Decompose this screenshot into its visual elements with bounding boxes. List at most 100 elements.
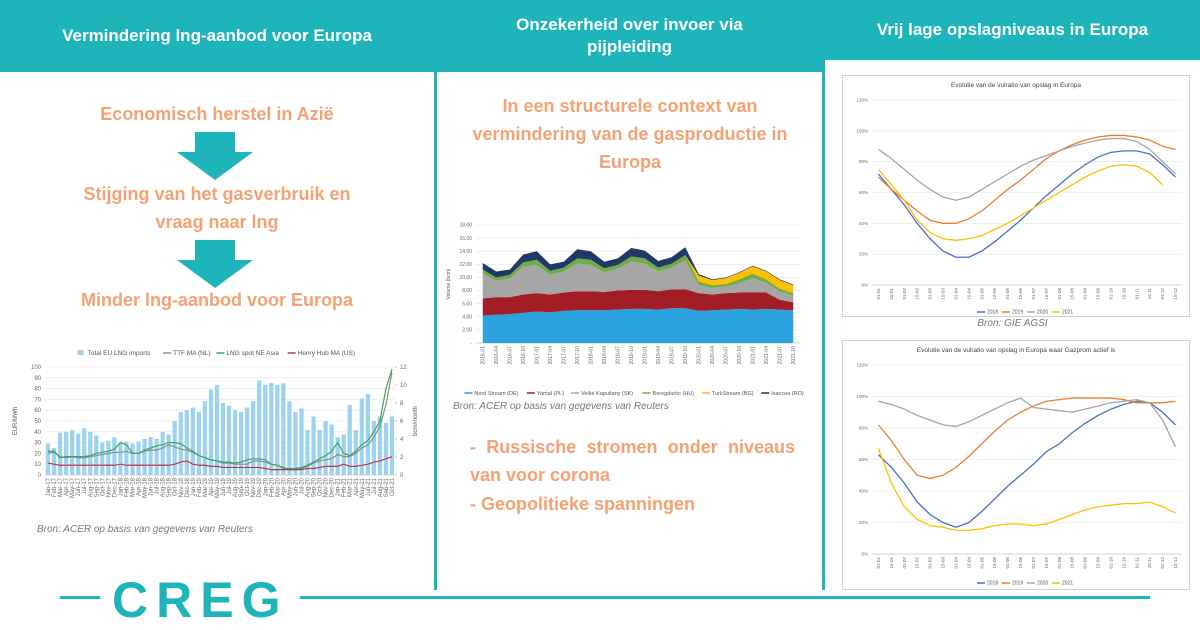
y-tick-label: 2.00 <box>462 328 472 334</box>
y-tick-label: 70 <box>34 397 41 403</box>
x-tick-label: Sep-17 <box>94 477 100 497</box>
x-tick-label: 01-04 <box>953 288 958 300</box>
x-tick-label: 15-07 <box>1044 288 1049 300</box>
x-tick-label: 15-04 <box>966 557 971 569</box>
x-tick-label: 15-01 <box>889 288 894 300</box>
bar <box>226 405 232 475</box>
x-tick-label: Oct-20 <box>318 477 324 496</box>
x-tick-label: 01-05 <box>979 557 984 569</box>
bar <box>76 433 81 475</box>
x-tick-label: 2021-07 <box>777 346 783 365</box>
flow-step: Stijging van het gasverbruik en vraag na… <box>83 184 351 232</box>
y-tick-label: 18.00 <box>459 223 472 229</box>
chart: Evolutie van de vulratio van opslag in E… <box>842 75 1190 317</box>
x-tick-label: 01-01 <box>876 288 881 300</box>
x-tick-label: 2018-10 <box>629 346 635 365</box>
legend-label: 2018 <box>987 310 998 316</box>
x-tick-label: Aug-21 <box>378 477 384 497</box>
bar <box>106 440 111 475</box>
x-tick-label: 15-03 <box>941 288 946 300</box>
series-line <box>48 368 393 470</box>
y-tick-label: 80% <box>859 159 868 164</box>
legend-label: Henry Hub MA (US) <box>298 350 355 357</box>
x-tick-label: Nov-17 <box>106 477 112 497</box>
series-line <box>877 164 1164 241</box>
x-tick-label: 15-06 <box>1018 288 1023 300</box>
x-tick-label: Mar-18 <box>131 477 137 497</box>
bullet: - Geopolitieke spanningen <box>470 494 696 514</box>
bar <box>214 385 220 475</box>
source: Bron: GIE AGSI <box>977 318 1048 329</box>
x-tick-label: 01-02 <box>902 288 907 300</box>
x-tick-label: 2017-04 <box>548 346 554 365</box>
x-tick-label: Jan-18 <box>118 477 124 496</box>
x-tick-label: 01-11 <box>1134 288 1139 300</box>
y-tick-label: 20 <box>34 451 41 457</box>
x-tick-label: 15-03 <box>941 557 946 569</box>
x-tick-label: Aug-19 <box>233 477 239 497</box>
series-line <box>877 448 1176 532</box>
x-tick-label: Sep-18 <box>167 477 173 497</box>
y-tick-label: 8.00 <box>462 288 472 294</box>
bar <box>299 408 304 475</box>
x-tick-label: 2019-01 <box>642 346 648 365</box>
bar <box>239 412 244 475</box>
y-tick-label: 0 <box>38 473 42 479</box>
x-tick-label: 01-04 <box>953 557 958 569</box>
x-tick-label: Jul-21 <box>372 477 378 494</box>
x-tick-label: Jul-20 <box>299 477 305 494</box>
bar <box>202 401 208 475</box>
x-tick-label: 2020-07 <box>723 346 729 365</box>
x-tick-label: 15-10 <box>1121 288 1126 300</box>
x-tick-label: 15-09 <box>1096 288 1101 300</box>
y2-axis-label: bcm/month <box>413 406 419 436</box>
y-tick-label: 10 <box>34 462 41 468</box>
x-tick-label: Jun-19 <box>221 477 227 496</box>
bar <box>263 385 268 475</box>
bar <box>148 437 153 475</box>
x-tick-label: Nov-19 <box>251 477 257 497</box>
x-tick-label: Nov-18 <box>179 477 185 497</box>
bar <box>365 394 370 475</box>
bar <box>57 432 63 475</box>
bar <box>172 421 177 475</box>
bar <box>389 416 395 475</box>
bar <box>329 424 334 475</box>
x-tick-label: 01-12 <box>1160 288 1165 300</box>
x-tick-label: May-19 <box>215 477 221 498</box>
y-tick-label: 6.00 <box>462 301 472 307</box>
bar <box>311 416 316 475</box>
x-tick-label: 01-08 <box>1057 557 1062 569</box>
x-tick-label: Oct-19 <box>245 477 251 496</box>
bar <box>70 430 75 475</box>
intro-text: In een structurele context van verminder… <box>472 96 788 172</box>
x-tick-label: 2018-04 <box>602 346 608 365</box>
bar <box>347 404 352 475</box>
x-tick-label: Feb-21 <box>342 477 348 497</box>
x-tick-label: Jun-21 <box>366 477 372 496</box>
x-tick-label: 15-12 <box>1173 288 1178 300</box>
x-tick-label: 15-05 <box>992 288 997 300</box>
x-tick-label: Jan-21 <box>336 477 342 496</box>
y-tick-label: 30 <box>34 441 41 447</box>
x-tick-label: 2018-01 <box>588 346 594 365</box>
y-tick-label: 80 <box>34 387 41 393</box>
x-tick-label: Mar-19 <box>203 477 209 497</box>
bar <box>359 398 364 475</box>
bar <box>287 401 292 475</box>
x-tick-label: 15-01 <box>889 557 894 569</box>
x-tick-label: 2021-10 <box>791 346 797 365</box>
source: Bron: ACER op basis van gegevens van Reu… <box>453 401 669 412</box>
x-tick-label: Jun-18 <box>149 477 155 496</box>
x-tick-label: Feb-20 <box>269 477 275 497</box>
x-tick-label: 01-06 <box>1005 288 1010 300</box>
chart-frame <box>842 340 1190 590</box>
x-tick-label: 01-11 <box>1134 557 1139 569</box>
bar <box>51 448 57 475</box>
y-tick-label: 20% <box>859 252 868 257</box>
separator <box>434 0 437 590</box>
bar <box>251 401 256 475</box>
bar <box>220 403 226 475</box>
x-tick-label: 01-03 <box>928 288 933 300</box>
x-tick-label: Jul-17 <box>82 477 88 494</box>
